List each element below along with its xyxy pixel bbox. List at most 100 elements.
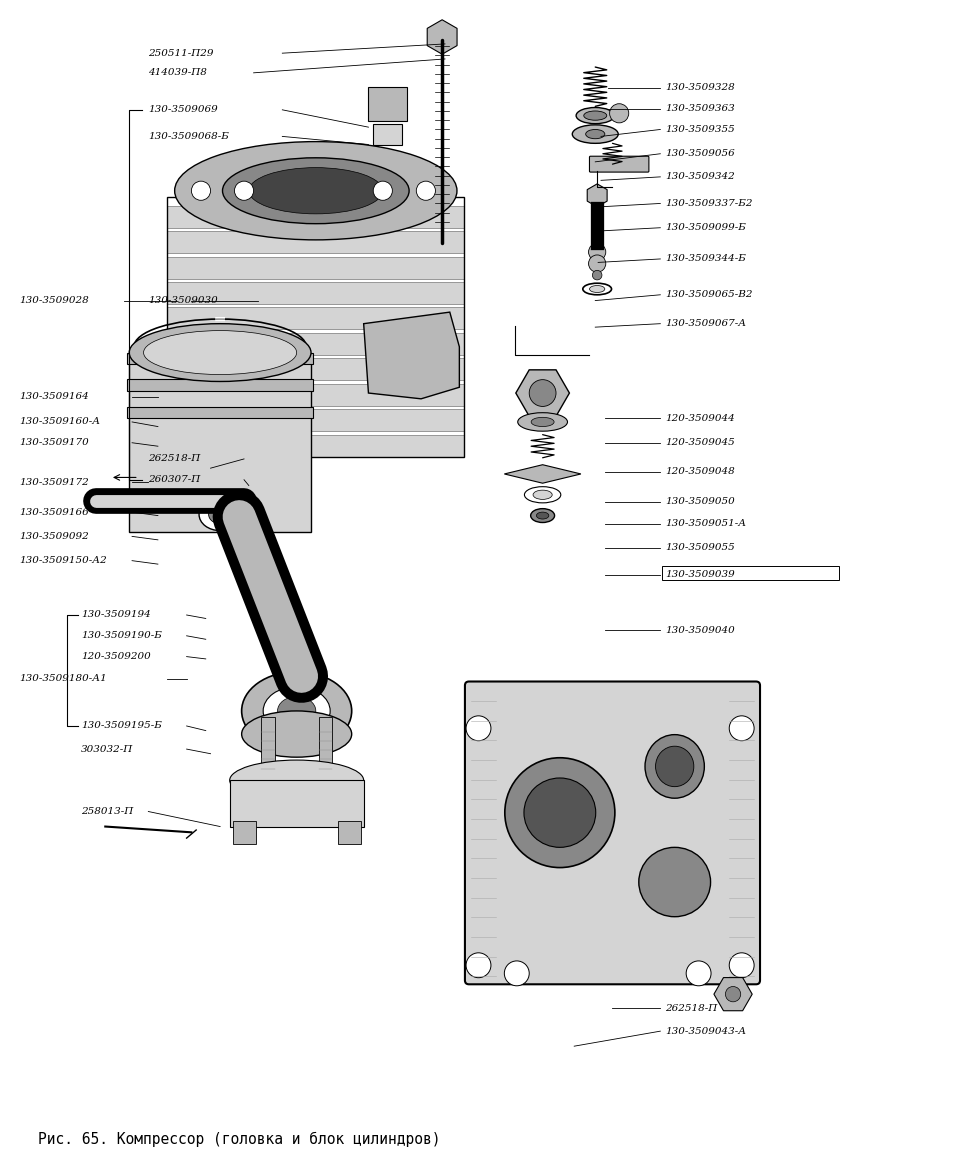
Circle shape [504,961,529,986]
Ellipse shape [584,111,607,120]
Text: 262518-П: 262518-П [148,454,201,464]
Ellipse shape [518,413,568,431]
Text: 250511-П29: 250511-П29 [148,49,213,58]
Circle shape [592,271,602,280]
FancyBboxPatch shape [465,682,760,984]
Text: 130-3509180-А1: 130-3509180-А1 [19,674,107,683]
Text: 130-3509344-Б: 130-3509344-Б [665,254,746,264]
Circle shape [610,104,629,123]
Text: 130-3509337-Б2: 130-3509337-Б2 [665,199,752,208]
Ellipse shape [583,283,612,295]
Bar [167,384,464,406]
Ellipse shape [533,490,552,499]
Text: 130-3509099-Б: 130-3509099-Б [665,223,746,232]
Circle shape [246,442,271,467]
Text: 120-3509200: 120-3509200 [81,652,151,661]
Circle shape [529,379,556,407]
Circle shape [466,716,491,741]
Text: 130-3509092: 130-3509092 [19,532,89,541]
Text: 130-3509166: 130-3509166 [19,507,89,517]
Ellipse shape [209,505,232,524]
Bar [127,407,313,418]
Ellipse shape [222,157,410,224]
Circle shape [589,255,606,272]
Text: 130-3509164: 130-3509164 [19,392,89,401]
Circle shape [686,961,711,986]
Ellipse shape [524,778,596,847]
Ellipse shape [242,672,352,750]
Circle shape [191,181,211,200]
Polygon shape [504,465,581,483]
Bar [167,435,464,457]
Circle shape [185,434,227,475]
Circle shape [234,181,254,200]
Text: 120-3509044: 120-3509044 [665,414,735,423]
FancyBboxPatch shape [590,156,649,172]
Text: 130-3509195-Б: 130-3509195-Б [81,721,163,731]
Text: 303032-П: 303032-П [81,744,134,754]
Text: 130-3509160-А: 130-3509160-А [19,417,100,427]
Bar [319,717,332,769]
Bar [167,358,464,380]
Ellipse shape [199,498,241,531]
Text: 130-3509363: 130-3509363 [665,104,735,113]
Text: 130-3509069: 130-3509069 [148,105,218,114]
Text: 130-3509342: 130-3509342 [665,172,735,181]
Ellipse shape [530,509,554,523]
Bar [373,124,402,144]
Circle shape [729,716,754,741]
Ellipse shape [144,331,297,375]
Text: 130-3509067-А: 130-3509067-А [665,319,746,328]
Bar [167,197,464,457]
Ellipse shape [230,761,364,800]
Bar [230,780,364,827]
Ellipse shape [531,417,554,427]
Text: 414039-П8: 414039-П8 [148,68,208,77]
Ellipse shape [175,141,457,240]
Circle shape [416,181,435,200]
Bar [167,206,464,228]
Circle shape [237,434,279,475]
Text: 120-3509048: 120-3509048 [665,467,735,476]
Bar [129,353,311,532]
Ellipse shape [278,696,316,726]
Bar [167,282,464,304]
Text: 130-3509355: 130-3509355 [665,125,735,134]
Text: 130-3509043-А: 130-3509043-А [665,1027,746,1036]
Circle shape [193,442,218,467]
Ellipse shape [242,711,352,757]
Text: 130-3509050: 130-3509050 [665,497,735,506]
Text: 130-3509030: 130-3509030 [148,296,218,305]
Ellipse shape [505,758,615,867]
Text: Рис. 65. Компрессор (головка и блок цилиндров): Рис. 65. Компрессор (головка и блок цили… [38,1132,441,1147]
Ellipse shape [639,847,711,917]
Text: 258013-П: 258013-П [81,807,134,816]
Text: 130-3509150-А2: 130-3509150-А2 [19,556,107,565]
Circle shape [373,181,392,200]
Ellipse shape [656,747,694,786]
Circle shape [729,953,754,978]
Text: 130-3509068-Б: 130-3509068-Б [148,132,230,141]
Text: 130-3509328: 130-3509328 [665,83,735,92]
Bar [338,821,361,844]
Bar [662,566,839,580]
Bar [167,231,464,253]
Circle shape [589,244,606,260]
Text: 130-3509190-Б: 130-3509190-Б [81,631,163,640]
Ellipse shape [572,125,618,143]
Text: 130-3509170: 130-3509170 [19,438,89,447]
Text: 130-3509039: 130-3509039 [665,570,735,579]
Text: 130-3509065-В2: 130-3509065-В2 [665,290,752,299]
Text: 130-3509040: 130-3509040 [665,625,735,635]
Text: 130-3509055: 130-3509055 [665,543,735,553]
Ellipse shape [524,487,561,503]
Ellipse shape [536,512,549,519]
Bar [167,307,464,329]
Text: 130-3509051-А: 130-3509051-А [665,519,746,528]
Ellipse shape [576,108,614,124]
Ellipse shape [586,129,605,139]
Bar [127,353,313,364]
Bar [261,717,275,769]
Ellipse shape [645,735,704,798]
Ellipse shape [129,324,311,381]
